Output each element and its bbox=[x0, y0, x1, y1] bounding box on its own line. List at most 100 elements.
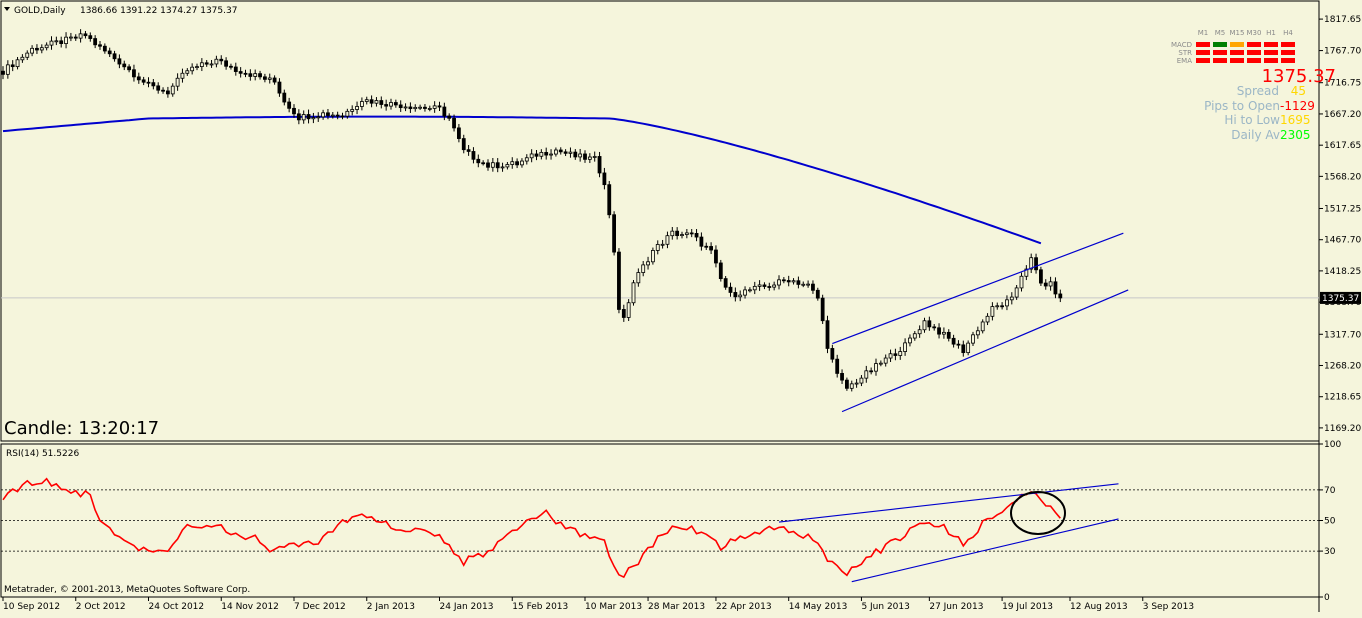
candle-body bbox=[1005, 299, 1009, 307]
candle-body bbox=[170, 85, 175, 95]
candle-body bbox=[568, 151, 573, 154]
candle-body bbox=[146, 81, 151, 84]
candle-body bbox=[64, 36, 68, 44]
candle-body bbox=[301, 114, 306, 121]
candle-body bbox=[985, 315, 990, 323]
signal-cell bbox=[1213, 50, 1227, 55]
candle-body bbox=[185, 70, 190, 74]
candle-body bbox=[563, 151, 568, 154]
price-tick-label: 1667.20 bbox=[1324, 110, 1361, 120]
candle-body bbox=[93, 38, 98, 46]
candle-body bbox=[1000, 305, 1004, 308]
candle-body bbox=[830, 348, 835, 360]
rsi-trendline bbox=[851, 518, 1119, 583]
candle-body bbox=[379, 100, 384, 105]
signal-cell bbox=[1213, 58, 1227, 63]
candle-body bbox=[296, 113, 301, 121]
current-price-label: 1375.37 bbox=[1322, 294, 1359, 304]
candle-body bbox=[321, 112, 326, 118]
pips-label: Pips to Open bbox=[1204, 99, 1280, 113]
candle-body bbox=[15, 59, 20, 68]
candle-body bbox=[1058, 293, 1063, 299]
candle-body bbox=[1048, 281, 1053, 287]
candle-body bbox=[748, 289, 752, 292]
candle-body bbox=[326, 112, 330, 116]
candle-body bbox=[791, 280, 796, 283]
candle-body bbox=[515, 161, 519, 166]
candle-body bbox=[723, 278, 728, 288]
candle-body bbox=[476, 158, 481, 164]
candle-body bbox=[500, 166, 505, 169]
candle-body bbox=[835, 358, 840, 374]
candle-body bbox=[350, 109, 355, 112]
candle-body bbox=[699, 236, 704, 247]
price-tick-label: 1716.75 bbox=[1324, 79, 1361, 89]
signal-cell bbox=[1264, 58, 1278, 63]
candle-body bbox=[820, 297, 825, 322]
symbol-label: GOLD,Daily bbox=[14, 6, 66, 16]
candle-body bbox=[612, 214, 616, 253]
candle-body bbox=[54, 40, 59, 43]
candle-body bbox=[1009, 296, 1014, 301]
price-axis: 1817.65 1767.70 1716.75 1667.20 1617.65 1568.… bbox=[1319, 15, 1361, 434]
candle-body bbox=[573, 151, 578, 158]
candle-body bbox=[534, 153, 539, 157]
time-tick-label: 2 Oct 2012 bbox=[76, 602, 126, 612]
candle-body bbox=[267, 77, 272, 80]
candle-body bbox=[704, 245, 709, 248]
candle-body bbox=[238, 71, 243, 74]
candle-body bbox=[961, 344, 966, 354]
candle-body bbox=[583, 153, 587, 160]
collapse-triangle-icon[interactable] bbox=[4, 7, 10, 11]
candle-body bbox=[660, 243, 665, 246]
candle-body bbox=[1034, 257, 1038, 271]
main-price-panel[interactable] bbox=[0, 0, 1320, 442]
candle-body bbox=[408, 106, 413, 110]
candle-body bbox=[1043, 282, 1048, 287]
candle-body bbox=[815, 289, 820, 299]
candle-body bbox=[578, 153, 583, 158]
rsi-panel[interactable] bbox=[0, 443, 1320, 598]
candle-body bbox=[641, 264, 646, 273]
signal-timeframe-label: M5 bbox=[1215, 29, 1226, 37]
candle-body bbox=[733, 292, 738, 298]
candle-body bbox=[102, 45, 107, 52]
candle-body bbox=[427, 108, 432, 110]
candle-body bbox=[709, 246, 713, 251]
candle-body bbox=[10, 64, 15, 68]
candle-body bbox=[214, 58, 219, 65]
candle-body bbox=[520, 160, 524, 166]
candle-body bbox=[88, 35, 93, 39]
moving-average-line bbox=[2, 115, 1042, 245]
candle-body bbox=[224, 60, 229, 67]
spread-label: Spread bbox=[1237, 84, 1279, 98]
time-tick-label: 10 Mar 2013 bbox=[585, 602, 642, 612]
candle-body bbox=[471, 151, 476, 160]
candle-body bbox=[777, 279, 781, 286]
candle-body bbox=[78, 33, 83, 39]
candle-body bbox=[1024, 268, 1029, 277]
candle-body bbox=[161, 89, 165, 92]
candle-body bbox=[403, 106, 408, 109]
candle-body bbox=[258, 73, 262, 78]
candle-body bbox=[141, 79, 146, 83]
candle-body bbox=[190, 66, 195, 72]
signal-cell bbox=[1196, 42, 1210, 47]
candle-body bbox=[132, 69, 136, 78]
candle-body bbox=[597, 156, 602, 174]
time-axis: 10 Sep 2012 2 Oct 2012 24 Oct 2012 14 Nov 2… bbox=[2, 597, 1194, 612]
candle-body bbox=[262, 76, 267, 80]
candle-body bbox=[233, 66, 238, 72]
candle-body bbox=[757, 284, 762, 287]
candle-body bbox=[292, 107, 296, 115]
signal-timeframe-label: H1 bbox=[1266, 29, 1276, 37]
candle-body bbox=[587, 156, 592, 160]
candle-body bbox=[689, 232, 694, 235]
candle-body bbox=[107, 50, 112, 55]
candle-body bbox=[49, 40, 54, 46]
signal-cell bbox=[1230, 42, 1244, 47]
candle-timer: Candle: 13:20:17 bbox=[4, 418, 159, 439]
price-tick-label: 1268.20 bbox=[1324, 361, 1361, 371]
candle-body bbox=[893, 353, 898, 356]
